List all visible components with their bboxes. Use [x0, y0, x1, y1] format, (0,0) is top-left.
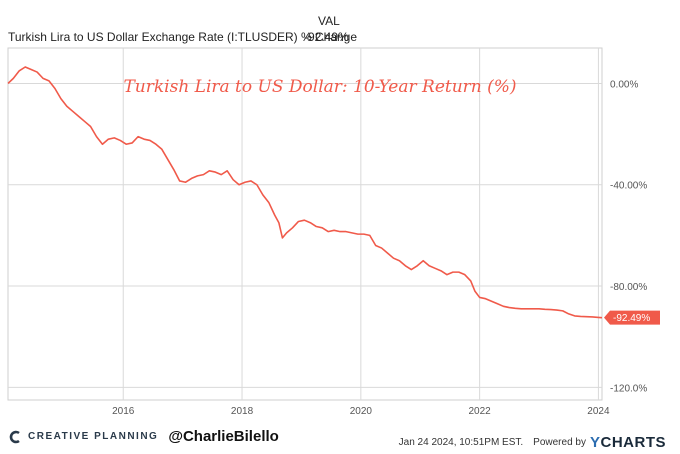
ycharts-logo-y: Y: [589, 434, 601, 451]
powered-by-label: Powered by: [533, 437, 586, 448]
end-label-arrow: [604, 310, 660, 325]
legend-column-header: VAL: [318, 14, 340, 28]
end-label-text: -92.49%: [613, 313, 650, 324]
y-tick-label: -120.0%: [610, 383, 647, 394]
footer-source: Jan 24 2024, 10:51PM EST. Powered by YCH…: [399, 434, 666, 451]
legend-series-name: Turkish Lira to US Dollar Exchange Rate …: [8, 30, 358, 44]
y-tick-label: -80.00%: [610, 282, 647, 293]
grid-lines: [8, 48, 602, 400]
creative-planning-logo-icon: [9, 430, 20, 443]
brand-name: CREATIVE PLANNING: [28, 431, 159, 442]
series-line: [7, 66, 603, 319]
ycharts-logo-text: CHARTS: [600, 434, 666, 451]
x-tick-label: 2018: [231, 406, 254, 417]
ycharts-logo: YCHARTS: [590, 434, 666, 451]
x-tick-label: 2022: [469, 406, 492, 417]
end-value-label: -92.49%: [604, 310, 660, 325]
x-tick-label: 2016: [112, 406, 135, 417]
y-tick-label: -40.00%: [610, 181, 647, 192]
plot-frame: [7, 47, 603, 401]
footer-brand: CREATIVE PLANNING @CharlieBilello: [8, 428, 279, 445]
x-tick-label: 2020: [350, 406, 373, 417]
chart-title: Turkish Lira to US Dollar: 10-Year Retur…: [123, 77, 516, 97]
author-handle: @CharlieBilello: [168, 428, 279, 445]
y-axis-ticks: 0.00% -40.00% -80.00% -120.0%: [610, 79, 647, 394]
x-axis-ticks: 2016 2018 2020 2022 2024: [112, 406, 610, 417]
x-tick-label: 2024: [587, 406, 610, 417]
legend-series-value: -92.49%: [304, 30, 349, 44]
y-tick-label: 0.00%: [610, 79, 638, 90]
timestamp: Jan 24 2024, 10:51PM EST.: [398, 437, 524, 448]
